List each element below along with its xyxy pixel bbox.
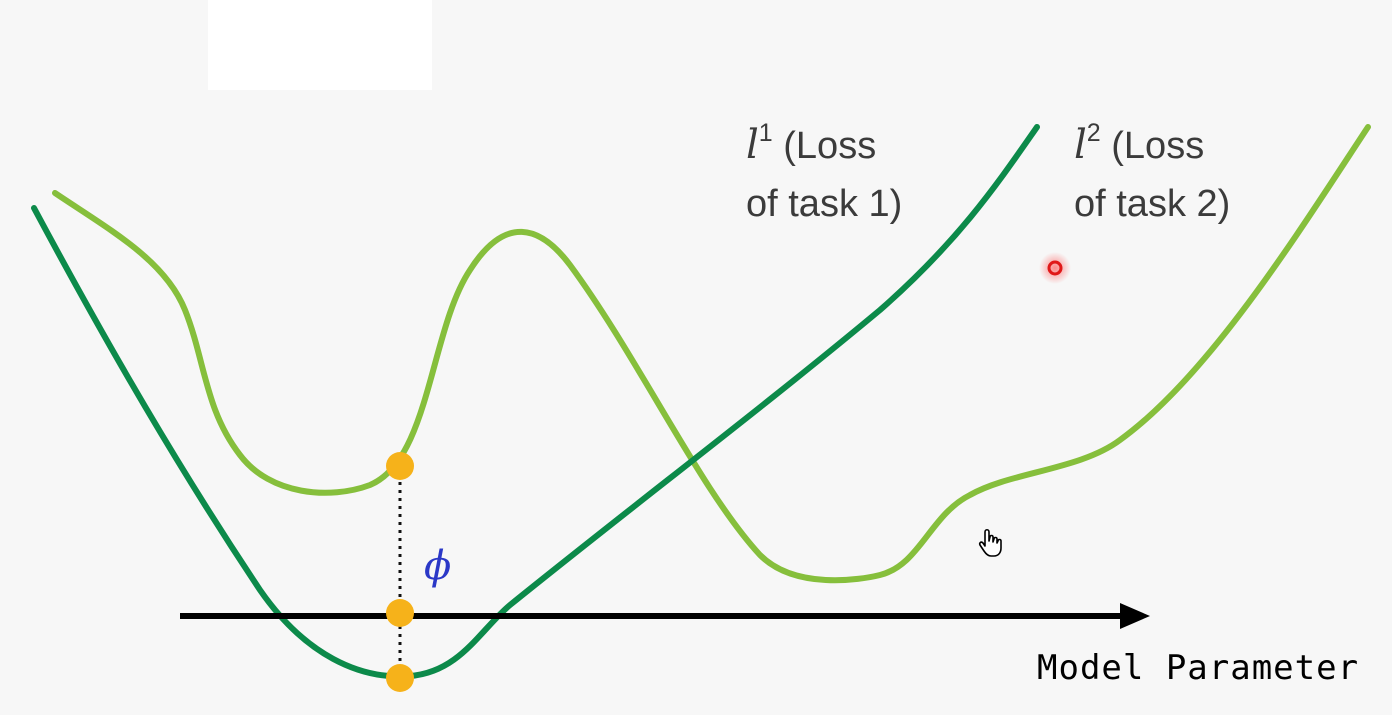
loss1-curve	[31, 124, 1040, 680]
point-loss1	[386, 664, 414, 692]
loss2-text-line1: (Loss	[1111, 125, 1205, 167]
loss2-symbol: l	[1074, 122, 1087, 168]
loss1-text-line1: (Loss	[783, 125, 877, 167]
blank-patch	[208, 0, 432, 90]
x-axis-label: Model Parameter	[1037, 648, 1360, 688]
loss1-label: l1 (Loss of task 1)	[746, 104, 902, 233]
loss2-text-line2: of task 2)	[1074, 183, 1231, 225]
loss2-label: l2 (Loss of task 2)	[1074, 104, 1230, 233]
loss1-superscript: 1	[758, 119, 773, 147]
x-axis-arrowhead	[1120, 603, 1150, 629]
point-phi	[386, 599, 414, 627]
laser-pointer-dot	[1039, 252, 1071, 284]
loss1-symbol: l	[746, 122, 759, 168]
point-loss2	[386, 452, 414, 480]
hand-cursor-icon	[978, 528, 1002, 557]
loss2-superscript: 2	[1086, 119, 1101, 147]
loss1-text-line2: of task 1)	[746, 183, 903, 225]
loss2-curve	[52, 124, 1371, 584]
phi-label: ϕ	[424, 543, 452, 589]
